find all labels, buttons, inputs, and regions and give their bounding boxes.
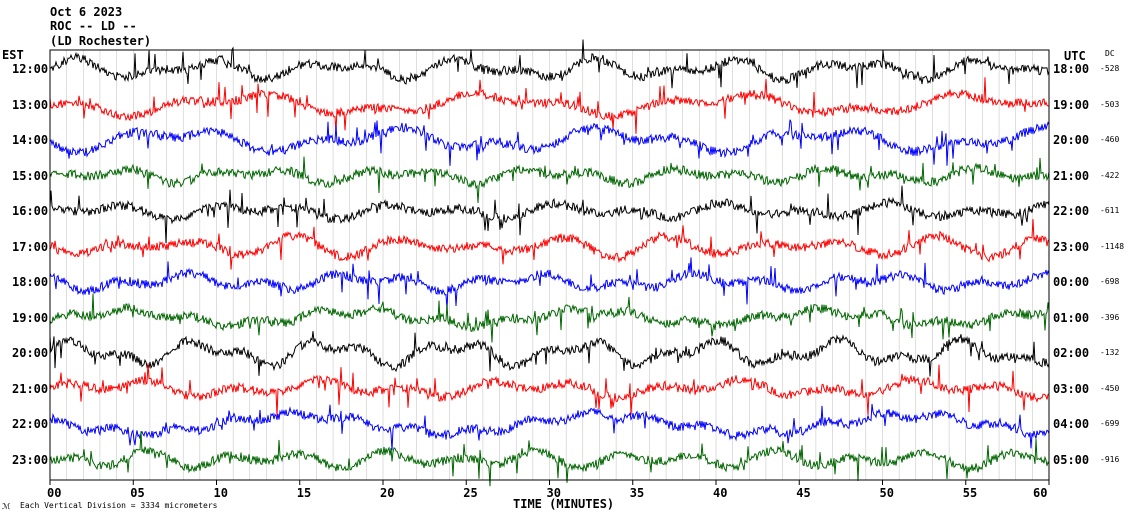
utc-hour-label: 05:00: [1053, 452, 1090, 467]
x-tick-label: 00: [47, 486, 62, 500]
utc-hour-label: 02:00: [1053, 346, 1090, 360]
utc-hour-label: 22:00: [1053, 204, 1090, 218]
est-hour-label: 17:00: [12, 239, 49, 254]
header-date: Oct 6 2023: [50, 5, 123, 19]
dc-axis-label: DC: [1105, 49, 1115, 58]
dc-offset-label: -698: [1100, 277, 1120, 286]
x-tick-label: 45: [796, 486, 811, 500]
utc-hour-label: 01:00: [1053, 310, 1090, 325]
est-hour-label: 15:00: [12, 168, 49, 183]
utc-hour-label: 20:00: [1053, 133, 1090, 147]
x-tick-label: 15: [296, 486, 312, 500]
x-tick-label: 25: [463, 486, 478, 500]
header-station: ROC -- LD --: [50, 19, 137, 33]
dc-offset-label: -503: [1100, 99, 1120, 109]
scale-note: Each Vertical Division = 3334 micrometer…: [20, 501, 218, 510]
est-hour-label: 21:00: [12, 381, 49, 396]
dc-offset-label: -528: [1100, 64, 1120, 73]
x-tick-label: 30: [546, 486, 561, 500]
est-hour-label: 23:00: [12, 452, 49, 467]
est-hour-label: 22:00: [12, 417, 49, 431]
dc-offset-label: -450: [1100, 383, 1120, 393]
utc-hour-label: 03:00: [1053, 381, 1090, 396]
trace-line-4: [49, 156, 1050, 203]
x-tick-label: 05: [130, 486, 145, 500]
trace-line-3: [49, 119, 1050, 166]
est-axis-label: EST: [2, 48, 24, 62]
utc-hour-label: 19:00: [1053, 97, 1090, 112]
trace-line-1: [49, 39, 1050, 89]
est-hour-label: 14:00: [12, 133, 49, 147]
dc-offset-label: -132: [1100, 348, 1120, 357]
trace-line-11: [49, 403, 1050, 451]
est-hour-label: 16:00: [12, 204, 49, 218]
trace-line-9: [49, 331, 1050, 377]
logo-mark: ℳ: [2, 502, 11, 511]
x-tick-label: 55: [962, 486, 978, 500]
dc-offset-label: -460: [1100, 135, 1120, 144]
x-axis-title: TIME (MINUTES): [513, 497, 615, 511]
header-location: (LD Rochester): [50, 34, 152, 48]
trace-line-7: [49, 257, 1050, 310]
dc-offset-label: -611: [1100, 206, 1120, 215]
x-tick-label: 60: [1033, 486, 1048, 500]
est-hour-label: 19:00: [12, 310, 49, 325]
dc-offset-label: -916: [1100, 454, 1120, 464]
trace-line-2: [49, 77, 1049, 134]
dc-offset-label: -699: [1100, 419, 1120, 428]
dc-offset-label: -1148: [1100, 241, 1125, 251]
traces: [49, 39, 1050, 487]
est-hour-label: 12:00: [12, 62, 49, 76]
x-tick-label: 40: [713, 486, 728, 500]
plot-frame: [49, 49, 1050, 481]
x-tick-label: 20: [380, 486, 395, 500]
utc-hour-label: 21:00: [1053, 168, 1090, 183]
x-tick-label: 35: [629, 486, 645, 500]
est-hour-label: 13:00: [12, 97, 49, 112]
est-hour-label: 20:00: [12, 346, 49, 360]
trace-line-10: [49, 363, 1050, 417]
trace-line-8: [49, 293, 1050, 343]
x-tick-label: 50: [879, 486, 894, 500]
utc-hour-label: 23:00: [1053, 239, 1090, 254]
utc-hour-label: 04:00: [1053, 417, 1090, 431]
utc-axis-label: UTC: [1064, 49, 1086, 63]
est-hour-label: 18:00: [12, 275, 49, 289]
dc-offset-label: -396: [1100, 312, 1120, 322]
utc-hour-label: 00:00: [1053, 275, 1090, 289]
utc-hour-label: 18:00: [1053, 62, 1090, 76]
trace-line-5: [49, 185, 1050, 244]
dc-offset-label: -422: [1100, 170, 1120, 180]
grid: [49, 50, 1050, 485]
trace-line-12: [49, 431, 1050, 487]
x-tick-label: 10: [213, 486, 228, 500]
trace-line-6: [49, 219, 1050, 270]
